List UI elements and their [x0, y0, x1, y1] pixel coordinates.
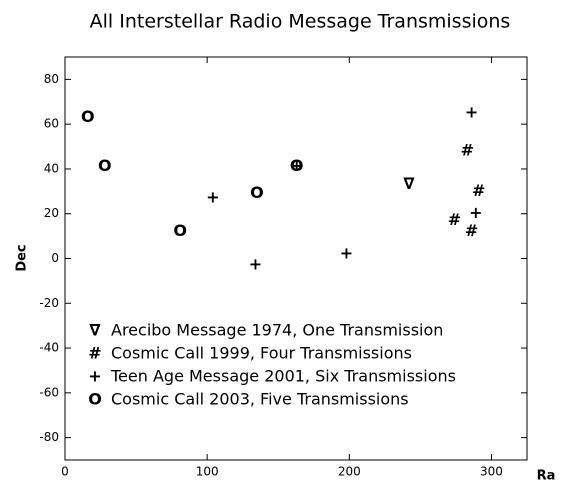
x-tick-label: 200: [338, 465, 361, 479]
y-tick-label: 20: [44, 206, 59, 220]
point: +: [465, 102, 478, 121]
x-tick-label: 100: [196, 465, 219, 479]
legend-label: Arecibo Message 1974, One Transmission: [111, 321, 443, 340]
point: #: [472, 181, 485, 200]
legend-marker: ∇: [89, 321, 101, 340]
x-tick-label: 300: [480, 465, 503, 479]
y-tick-label: -80: [39, 430, 59, 444]
point: +: [249, 255, 262, 274]
y-tick-label: 60: [44, 117, 59, 131]
y-tick-label: -20: [39, 296, 59, 310]
point: O: [81, 107, 95, 126]
x-tick-label: 0: [61, 465, 69, 479]
x-axis-label: Ra: [537, 469, 556, 484]
y-tick-label: 0: [51, 251, 59, 265]
legend-label: Cosmic Call 1999, Four Transmissions: [111, 344, 412, 363]
point: #: [465, 221, 478, 240]
y-tick-label: -40: [39, 341, 59, 355]
legend-marker: #: [88, 344, 101, 363]
y-tick-label: 40: [44, 161, 59, 175]
legend-label: Teen Age Message 2001, Six Transmissions: [110, 367, 456, 386]
y-tick-label: -60: [39, 385, 59, 399]
point: O: [173, 221, 187, 240]
point: +: [340, 244, 353, 263]
point: O: [290, 156, 304, 175]
legend-label: Cosmic Call 2003, Five Transmissions: [111, 390, 409, 409]
point: #: [448, 210, 461, 229]
point: O: [98, 156, 112, 175]
point: #: [461, 141, 474, 160]
y-axis-label: Dec: [15, 244, 30, 271]
legend-marker: O: [88, 390, 102, 409]
y-tick-label: 80: [44, 72, 59, 86]
legend-marker: +: [88, 367, 101, 386]
point: ∇: [403, 174, 415, 193]
point: +: [290, 156, 303, 175]
point: +: [469, 203, 482, 222]
point: O: [250, 183, 264, 202]
chart-title: All Interstellar Radio Message Transmiss…: [90, 11, 511, 33]
point: +: [206, 188, 219, 207]
